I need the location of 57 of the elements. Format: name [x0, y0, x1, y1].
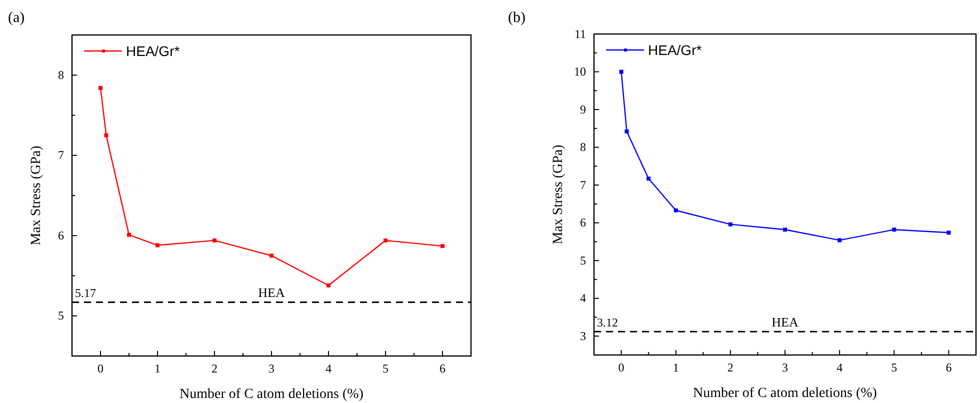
point [384, 238, 388, 242]
point [783, 228, 787, 232]
y-tick-label: 8 [58, 68, 64, 82]
legend-label: HEA/Gr* [126, 43, 180, 59]
x-axis-title: Number of C atom deletions (%) [693, 386, 878, 401]
x-tick-label: 3 [782, 360, 788, 375]
y-tick-label: 6 [58, 228, 64, 242]
point [892, 228, 896, 232]
y-tick-label: 6 [580, 216, 586, 230]
annotation: 3.12 [597, 316, 618, 330]
annotation: 5.17 [75, 286, 96, 300]
y-tick-label: 7 [580, 178, 586, 192]
y-axis-title: Max Stress (GPa) [551, 144, 566, 244]
x-tick-label: 4 [326, 362, 332, 376]
y-tick-label: 5 [580, 253, 586, 268]
x-tick-label: 1 [672, 360, 679, 375]
x-tick-label: 0 [98, 362, 104, 376]
point [946, 230, 951, 235]
ref-line-label: HEA [772, 314, 799, 330]
legend-label: HEA/Gr* [648, 42, 702, 58]
point [212, 238, 216, 242]
chart-title: (b) [508, 10, 526, 26]
x-tick-label: 1 [154, 362, 160, 376]
point [127, 232, 131, 237]
x-tick-label: 2 [212, 362, 218, 376]
x-tick-label: 0 [618, 360, 624, 375]
y-tick-label: 7 [58, 148, 64, 162]
x-tick-label: 6 [946, 360, 952, 375]
ref-line-label: HEA [258, 285, 286, 300]
y-tick-label: 4 [580, 291, 586, 306]
point [156, 243, 160, 248]
x-tick-label: 6 [440, 362, 446, 376]
x-tick-label: 4 [836, 360, 843, 375]
point [624, 129, 629, 134]
y-axis-title: Max Stress (GPa) [29, 145, 44, 246]
point [728, 222, 732, 226]
point [619, 70, 624, 74]
point [674, 208, 678, 212]
point [98, 86, 102, 90]
x-tick-label: 5 [382, 362, 388, 376]
y-tick-label: 5 [58, 308, 64, 323]
y-tick-label: 9 [580, 102, 586, 116]
chart-title: (a) [8, 10, 25, 26]
point [646, 176, 651, 181]
y-tick-label: 10 [574, 64, 586, 79]
y-tick-label: 3 [580, 328, 586, 343]
point [326, 283, 330, 288]
y-tick-label: 11 [574, 26, 586, 41]
x-tick-label: 3 [268, 362, 274, 376]
point [104, 133, 108, 138]
y-tick-label: 8 [580, 140, 586, 154]
x-tick-label: 5 [891, 360, 898, 375]
x-tick-label: 2 [727, 360, 734, 375]
point [270, 254, 274, 258]
point [838, 238, 842, 242]
point [440, 244, 444, 248]
x-axis-title: Number of C atom deletions (%) [180, 387, 364, 402]
